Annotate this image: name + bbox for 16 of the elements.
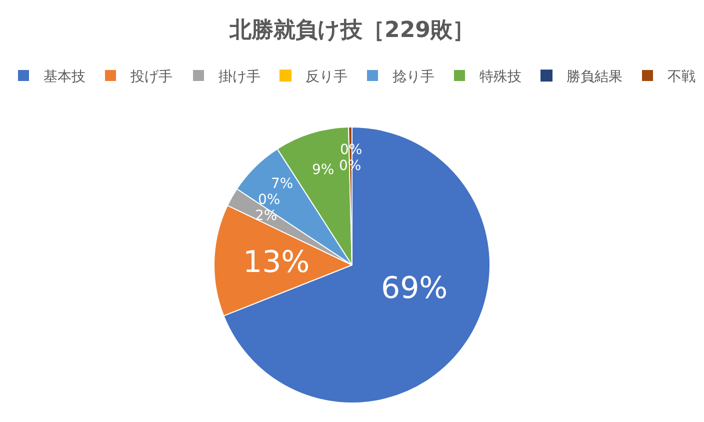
data-label: 9% [312, 162, 334, 178]
legend-label: 掛け手 [218, 69, 260, 86]
legend-label: 基本技 [44, 69, 86, 86]
text: 0% [258, 192, 280, 208]
legend-label: 投げ手 [130, 69, 172, 86]
data-label: 7% [271, 176, 294, 192]
data-label: 0% [340, 142, 362, 158]
legend-label: 反り手 [306, 69, 348, 86]
legend-label: 捻り手 [392, 69, 434, 86]
legend-label: 特殊技 [480, 69, 522, 86]
chart-title: 北勝就負け技［229敗］ [228, 18, 474, 44]
data-label: 2% [255, 208, 278, 224]
data-label: 69% [381, 271, 448, 306]
legend-label: 不戦 [668, 69, 696, 86]
data-label: 13% [243, 245, 310, 280]
legend-label: 勝負結果 [566, 69, 622, 86]
